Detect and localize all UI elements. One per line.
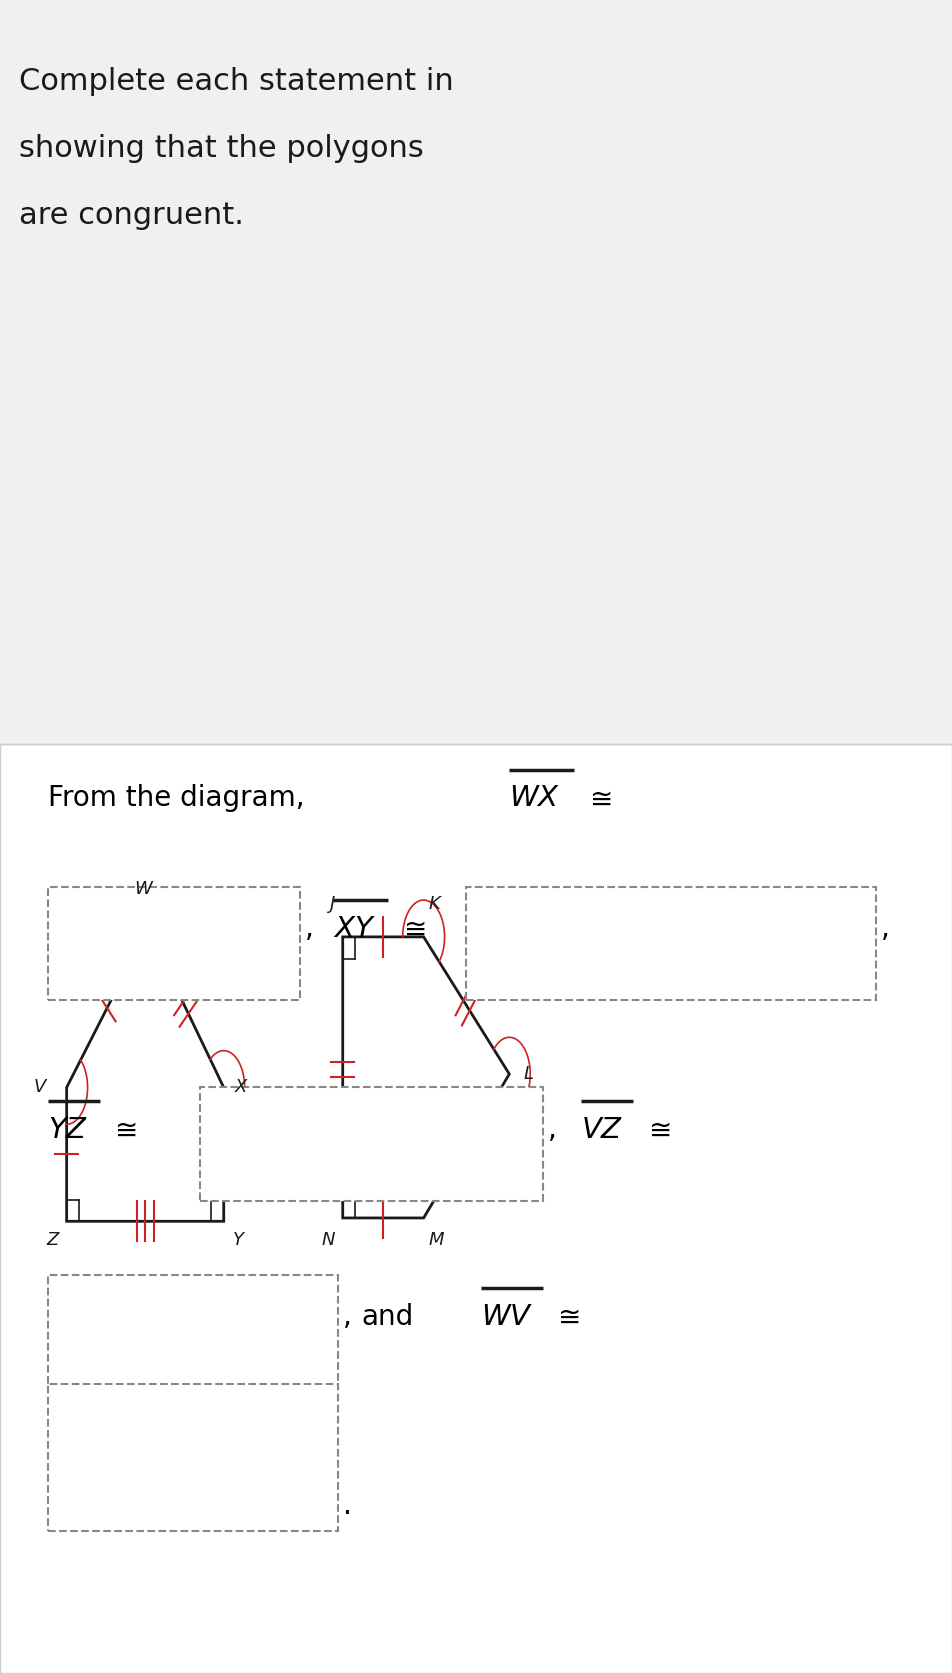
Text: ,: ,: [305, 915, 313, 944]
FancyBboxPatch shape: [48, 1384, 338, 1531]
Text: L: L: [524, 1066, 534, 1082]
Text: and: and: [362, 1303, 414, 1332]
FancyBboxPatch shape: [48, 887, 300, 1000]
Text: ,: ,: [881, 915, 889, 944]
FancyBboxPatch shape: [466, 887, 876, 1000]
Text: $WV$: $WV$: [481, 1303, 533, 1332]
Text: N: N: [322, 1231, 335, 1250]
Text: J: J: [329, 895, 335, 913]
Text: are congruent.: are congruent.: [19, 201, 244, 229]
Text: From the diagram,: From the diagram,: [48, 785, 305, 813]
Text: $\cong$: $\cong$: [584, 785, 611, 813]
Text: showing that the polygons: showing that the polygons: [19, 134, 424, 162]
Text: $YZ$: $YZ$: [48, 1116, 88, 1144]
FancyBboxPatch shape: [200, 1087, 543, 1201]
Text: $WX$: $WX$: [509, 785, 561, 813]
Text: $VZ$: $VZ$: [581, 1116, 624, 1144]
Text: K: K: [428, 895, 440, 913]
Text: Y: Y: [233, 1231, 245, 1250]
Text: W: W: [134, 880, 151, 898]
Text: ,: ,: [343, 1303, 351, 1332]
Text: .: .: [343, 1492, 351, 1521]
Text: $\cong$: $\cong$: [398, 915, 426, 944]
FancyBboxPatch shape: [0, 744, 952, 1673]
Text: Z: Z: [47, 1231, 59, 1250]
Text: V: V: [33, 1079, 46, 1096]
FancyBboxPatch shape: [48, 1275, 338, 1389]
Text: $\cong$: $\cong$: [109, 1116, 137, 1144]
Text: ,: ,: [547, 1116, 556, 1144]
Text: $XY$: $XY$: [333, 915, 376, 944]
Text: $\cong$: $\cong$: [552, 1303, 580, 1332]
Text: $\cong$: $\cong$: [643, 1116, 670, 1144]
Text: X: X: [235, 1079, 248, 1096]
Text: Complete each statement in: Complete each statement in: [19, 67, 454, 95]
Text: M: M: [428, 1231, 444, 1250]
